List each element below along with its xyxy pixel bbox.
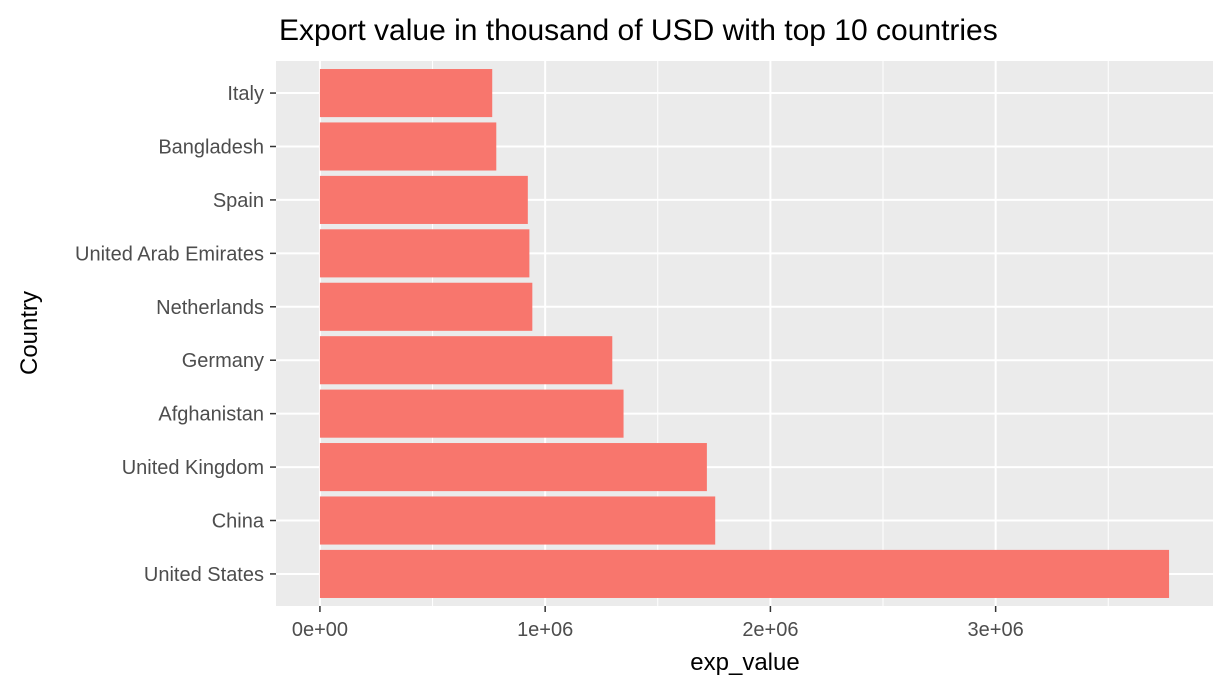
x-axis-title: exp_value [690,649,799,676]
x-tick-label: 1e+06 [517,619,573,641]
y-tick-label: Spain [213,190,264,212]
bar-germany [319,336,613,385]
bar-china [319,496,716,545]
y-tick-label: Bangladesh [158,136,264,158]
y-tick-label: United Kingdom [122,457,264,479]
y-tick-label: Afghanistan [158,404,264,426]
x-axis: 0e+00 1e+06 2e+06 3e+06 [292,606,1024,641]
bar-bangladesh [319,122,497,171]
bar-afghanistan [319,389,624,438]
y-tick-label: United States [144,564,264,586]
bar-united-kingdom [319,443,707,492]
bar-italy [319,69,493,118]
x-tick-label: 0e+00 [292,619,348,641]
x-tick-label: 3e+06 [968,619,1024,641]
y-axis-title: Country [16,291,43,375]
y-axis: United States China United Kingdom Afghanis… [75,83,276,586]
chart-title: Export value in thousand of USD with top… [279,14,998,47]
bar-united-arab-emirates [319,229,530,278]
y-tick-label: United Arab Emirates [75,243,264,265]
bars [319,69,1170,598]
bar-netherlands [319,282,533,331]
y-tick-label: Italy [227,83,264,105]
bar-spain [319,175,528,224]
y-tick-label: China [212,511,265,533]
x-tick-label: 2e+06 [742,619,798,641]
bar-united-states [319,549,1170,598]
y-tick-label: Netherlands [156,297,264,319]
y-tick-label: Germany [182,350,264,372]
